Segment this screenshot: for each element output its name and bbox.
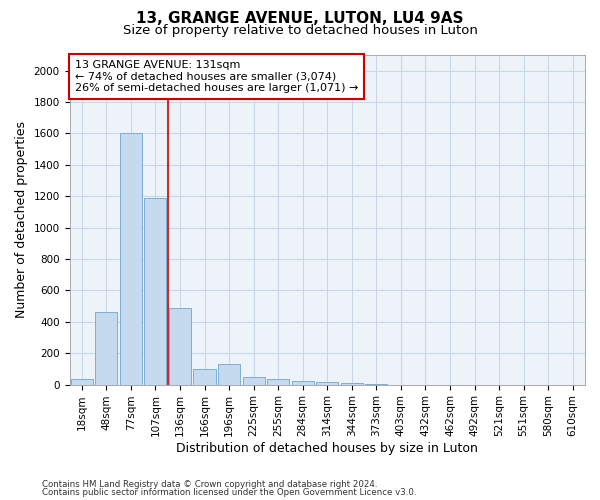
Bar [71, 379, 93, 384]
Text: Size of property relative to detached houses in Luton: Size of property relative to detached ho… [122, 24, 478, 37]
Text: 13, GRANGE AVENUE, LUTON, LU4 9AS: 13, GRANGE AVENUE, LUTON, LU4 9AS [136, 11, 464, 26]
Bar [267, 378, 289, 384]
X-axis label: Distribution of detached houses by size in Luton: Distribution of detached houses by size … [176, 442, 478, 455]
Bar [341, 382, 363, 384]
Text: Contains public sector information licensed under the Open Government Licence v3: Contains public sector information licen… [42, 488, 416, 497]
Bar [120, 134, 142, 384]
Bar [218, 364, 240, 384]
Bar [193, 369, 215, 384]
Y-axis label: Number of detached properties: Number of detached properties [15, 122, 28, 318]
Bar [316, 382, 338, 384]
Bar [145, 198, 166, 384]
Bar [292, 381, 314, 384]
Text: 13 GRANGE AVENUE: 131sqm
← 74% of detached houses are smaller (3,074)
26% of sem: 13 GRANGE AVENUE: 131sqm ← 74% of detach… [74, 60, 358, 93]
Text: Contains HM Land Registry data © Crown copyright and database right 2024.: Contains HM Land Registry data © Crown c… [42, 480, 377, 489]
Bar [169, 308, 191, 384]
Bar [95, 312, 118, 384]
Bar [242, 376, 265, 384]
